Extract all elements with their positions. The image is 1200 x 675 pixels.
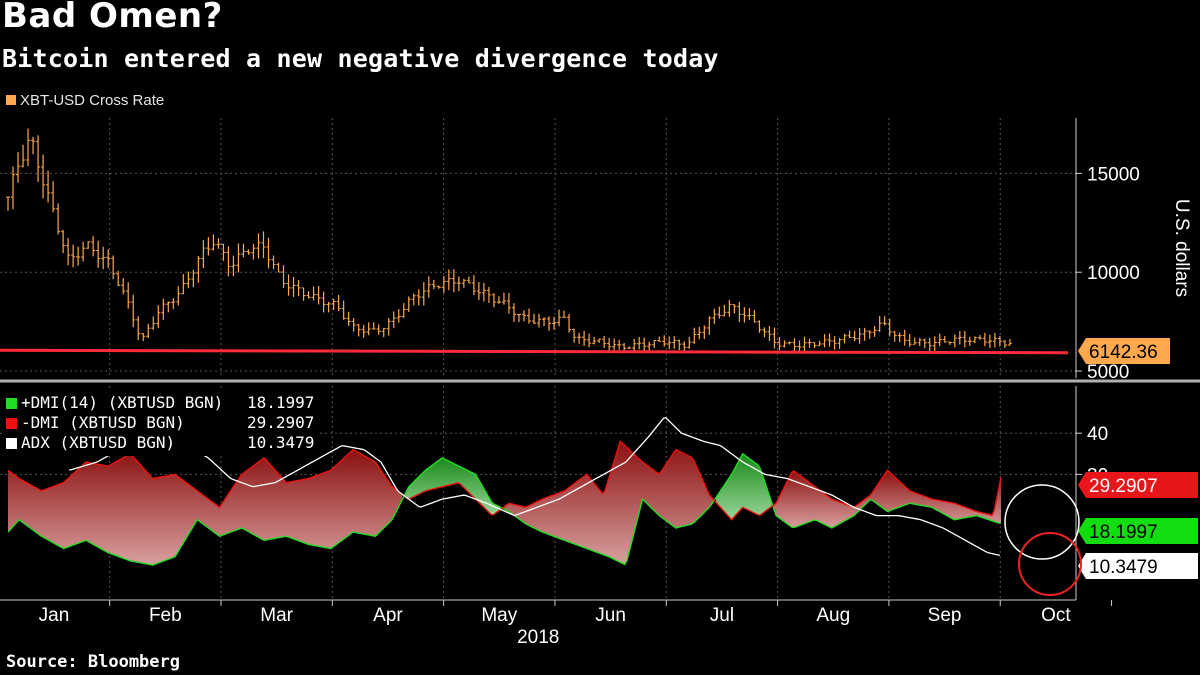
axes: 150001000050004030JanFebMarAprMayJunJulA… bbox=[0, 118, 1192, 648]
plus-dmi-badge-bg bbox=[1078, 518, 1198, 544]
x-tick-label: Feb bbox=[149, 605, 182, 626]
chart-subtitle: Bitcoin entered a new negative divergenc… bbox=[2, 44, 719, 73]
plus-dmi-badge-text: 18.1997 bbox=[1089, 522, 1158, 543]
x-tick-label: Sep bbox=[928, 605, 962, 626]
plus-dmi-label: +DMI(14) (XBTUSD BGN) bbox=[21, 393, 224, 412]
plus-dmi-swatch bbox=[6, 398, 17, 409]
adx-label: ADX (XBTUSD BGN) bbox=[21, 433, 176, 452]
price-series bbox=[6, 128, 1012, 354]
x-tick-label: Apr bbox=[373, 605, 403, 626]
adx-badge-text: 10.3479 bbox=[1089, 557, 1158, 578]
dmi-series bbox=[7, 417, 1002, 566]
price-tick-label: 10000 bbox=[1087, 263, 1140, 284]
red-annotation-circle bbox=[1018, 532, 1082, 596]
dmi-legend-row: ADX (XBTUSD BGN) 10.3479 bbox=[6, 433, 314, 453]
dmi-legend: +DMI(14) (XBTUSD BGN) 18.1997 -DMI (XBTUS… bbox=[2, 391, 321, 456]
annotations bbox=[1004, 484, 1082, 596]
adx-value: 10.3479 bbox=[247, 433, 315, 452]
dmi-legend-row: -DMI (XBTUSD BGN) 29.2907 bbox=[6, 413, 314, 433]
value-badges: 6142.36 29.2907 18.1997 10.3479 bbox=[1078, 338, 1198, 579]
plus-dmi-line bbox=[7, 452, 1001, 566]
minus-dmi-dominant-area bbox=[8, 449, 403, 566]
dmi-legend-row: +DMI(14) (XBTUSD BGN) 18.1997 bbox=[6, 393, 314, 413]
price-tick-label: 15000 bbox=[1087, 164, 1140, 185]
minus-dmi-line bbox=[7, 440, 1002, 521]
source-note: Source: Bloomberg bbox=[6, 652, 180, 672]
minus-dmi-dominant-area bbox=[773, 470, 1001, 528]
price-last-badge-bg bbox=[1078, 338, 1170, 364]
adx-swatch bbox=[6, 438, 17, 449]
minus-dmi-swatch bbox=[6, 418, 17, 429]
x-tick-label: Jan bbox=[39, 605, 70, 626]
adx-line bbox=[69, 417, 1001, 556]
price-legend-swatch bbox=[6, 95, 16, 105]
price-legend: XBT-USD Cross Rate bbox=[6, 92, 164, 109]
x-tick-label: Jul bbox=[710, 605, 734, 626]
x-tick-label: Jun bbox=[595, 605, 626, 626]
price-tick-label: 5000 bbox=[1087, 362, 1129, 383]
x-tick-label: Aug bbox=[816, 605, 850, 626]
price-last-badge-text: 6142.36 bbox=[1089, 342, 1158, 363]
dmi-tick-label: 40 bbox=[1087, 424, 1108, 445]
plus-dmi-dominant-area bbox=[716, 453, 772, 520]
x-year-label: 2018 bbox=[517, 627, 559, 648]
price-legend-label: XBT-USD Cross Rate bbox=[20, 92, 165, 109]
minus-dmi-value: 29.2907 bbox=[247, 413, 315, 432]
x-tick-label: May bbox=[481, 605, 517, 626]
x-tick-label: Mar bbox=[260, 605, 293, 626]
x-tick-label: Oct bbox=[1041, 605, 1071, 626]
minus-dmi-label: -DMI (XBTUSD BGN) bbox=[21, 413, 185, 432]
support-line bbox=[0, 348, 1069, 355]
white-annotation-circle bbox=[1004, 484, 1080, 560]
minus-dmi-badge-bg bbox=[1078, 472, 1198, 498]
price-y-label: U.S. dollars bbox=[1171, 199, 1192, 297]
minus-dmi-badge-text: 29.2907 bbox=[1089, 476, 1158, 497]
plus-dmi-value: 18.1997 bbox=[247, 393, 315, 412]
adx-badge-bg bbox=[1078, 553, 1198, 579]
chart-title: Bad Omen? bbox=[2, 0, 223, 36]
